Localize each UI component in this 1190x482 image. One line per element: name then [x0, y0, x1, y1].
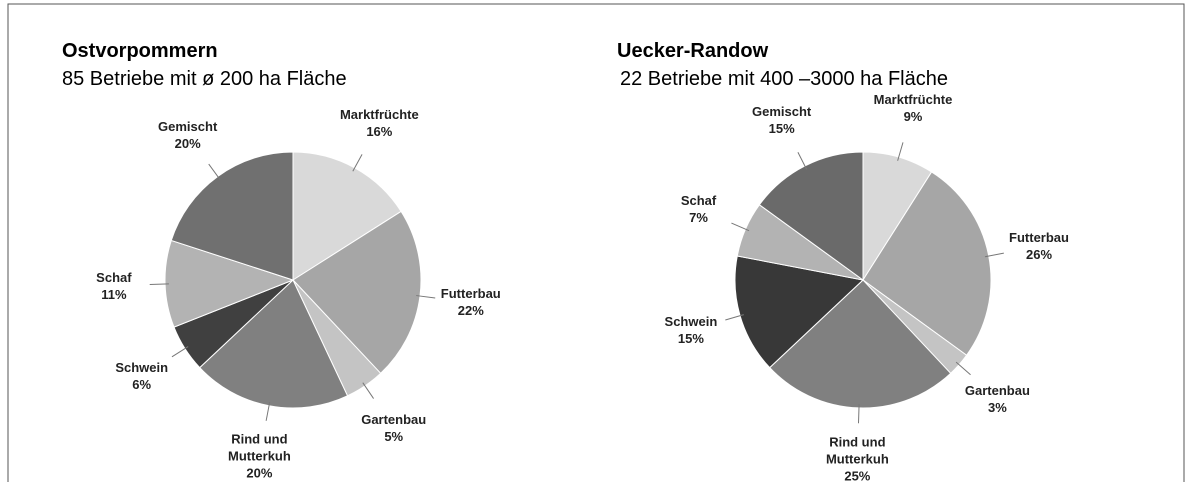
slice-label: Schwein 15% [643, 313, 739, 347]
slice-label: Schwein 6% [94, 359, 190, 393]
slice-label: Marktfrüchte 16% [331, 106, 427, 140]
slice-name: Schaf [680, 192, 717, 208]
slice-value-label: 15% [677, 330, 704, 346]
slice-label: Gemischt 15% [734, 103, 830, 137]
leader-line [725, 314, 744, 321]
slice-name: Gemischt [752, 104, 812, 120]
slice-label: Futterbau 22% [423, 285, 519, 319]
chart-subtitle: 22 Betriebe mit 400 –3000 ha Fläche [620, 68, 948, 90]
slice-name: Rind und Mutterkuh [227, 431, 291, 464]
leader-line [208, 163, 221, 180]
slice-name: Schwein [115, 360, 169, 376]
leader-line [955, 361, 971, 376]
leader-line [352, 154, 363, 172]
leader-line [171, 346, 189, 358]
leader-line [362, 382, 374, 399]
slice-value-label: 20% [246, 465, 273, 481]
slice-name: Marktfrüchte [873, 91, 953, 107]
slice-label: Rind und Mutterkuh 20% [211, 431, 307, 482]
slice-value-label: 9% [903, 108, 923, 124]
slice-value-label: 26% [1026, 247, 1053, 263]
slice-label: Schaf 11% [66, 269, 162, 303]
leader-line [416, 295, 436, 299]
slice-value-label: 7% [689, 209, 708, 225]
slice-name: Rind und Mutterkuh [825, 434, 889, 467]
slice-value-label: 11% [101, 286, 127, 302]
slice-label: Rind und Mutterkuh 25% [809, 434, 905, 482]
slice-label: Gartenbau 3% [949, 382, 1045, 416]
chart-title: Uecker-Randow [617, 40, 769, 62]
frame [7, 3, 1185, 482]
slice-value-label: 20% [174, 136, 201, 152]
leader-line [265, 401, 271, 421]
slice-value-label: 3% [988, 399, 1007, 415]
slice-value-label: 6% [132, 377, 152, 393]
leader-line [984, 252, 1004, 258]
slice-name: Marktfrüchte [339, 106, 419, 122]
slice-name: Gemischt [158, 119, 218, 135]
slice-label: Gemischt 20% [140, 118, 236, 152]
slice-label: Schaf 7% [651, 192, 747, 226]
slice-label: Gartenbau 5% [346, 411, 442, 445]
slice-value-label: 15% [768, 121, 795, 137]
slice-name: Schwein [664, 313, 718, 329]
slice-name: Futterbau [440, 286, 501, 302]
slice-label: Futterbau 26% [991, 229, 1087, 263]
slice-value-label: 22% [457, 303, 484, 319]
slice-name: Futterbau [1009, 230, 1069, 246]
leader-line [149, 283, 169, 286]
slice-label: Marktfrüchte 9% [865, 91, 961, 125]
slice-value-label: 5% [384, 429, 404, 445]
slice-name: Gartenbau [964, 382, 1030, 398]
leader-line [897, 142, 904, 161]
slice-value-label: 16% [366, 123, 393, 139]
slice-value-label: 25% [844, 468, 871, 482]
leader-line [857, 404, 860, 424]
leader-line [731, 222, 750, 232]
leader-line [797, 152, 808, 170]
slice-name: Schaf [96, 269, 132, 285]
chart-title: Ostvorpommern [62, 40, 218, 62]
chart-subtitle: 85 Betriebe mit ø 200 ha Fläche [62, 68, 347, 90]
slice-name: Gartenbau [361, 412, 427, 428]
